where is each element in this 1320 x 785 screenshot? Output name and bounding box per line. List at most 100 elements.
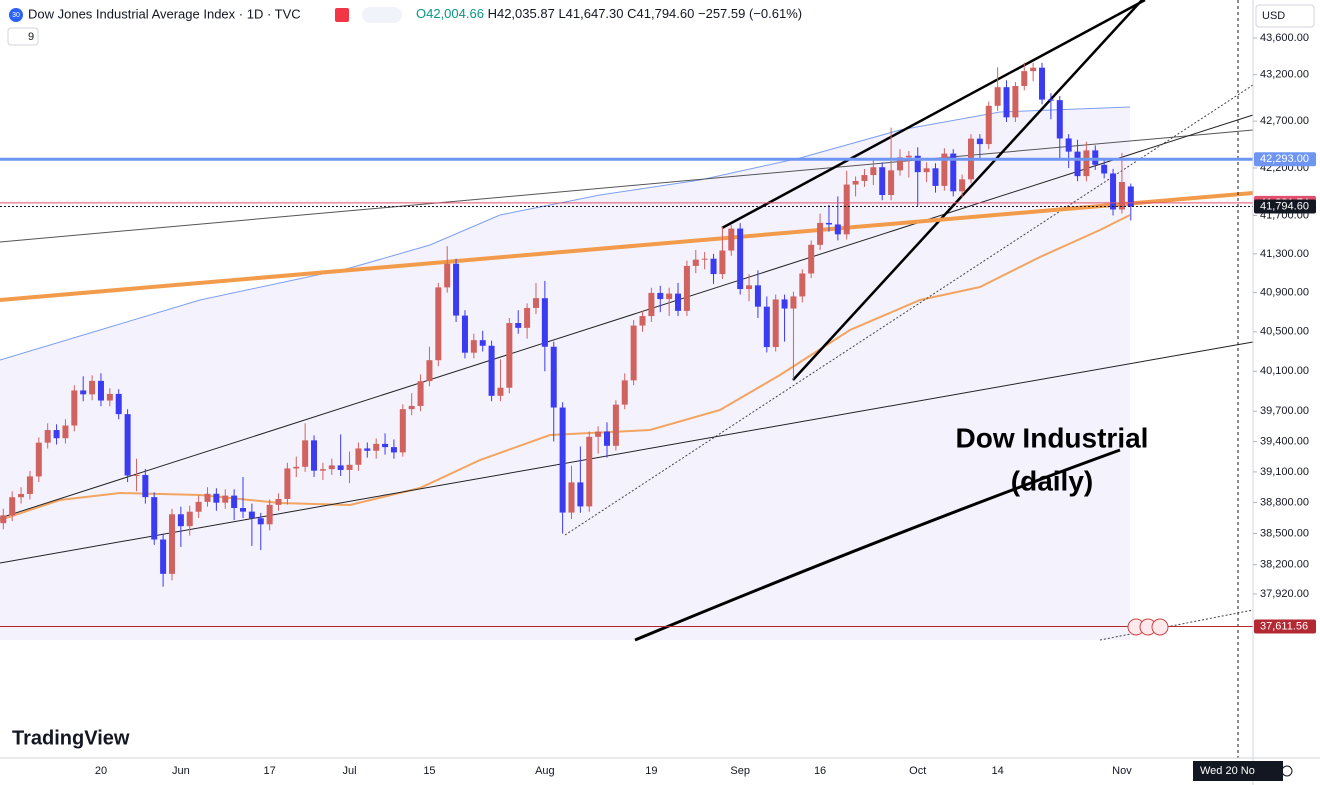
y-tick-label: 40,900.00 bbox=[1260, 287, 1309, 299]
candle-body bbox=[186, 511, 193, 527]
candle-body bbox=[515, 323, 522, 328]
candle-body bbox=[106, 393, 113, 401]
flag[interactable] bbox=[335, 8, 349, 22]
candle-body bbox=[302, 440, 309, 467]
y-tick-label: 40,100.00 bbox=[1260, 365, 1309, 377]
candle-body bbox=[390, 447, 397, 453]
candle-body bbox=[133, 474, 140, 476]
indicators-toggle[interactable] bbox=[7, 27, 39, 46]
candle-body bbox=[604, 431, 611, 446]
ohlc-open: O42,004.66 bbox=[416, 6, 484, 21]
candle-body bbox=[861, 175, 868, 181]
candle-body bbox=[222, 495, 229, 503]
candle-body bbox=[950, 153, 957, 192]
candle-body bbox=[790, 296, 797, 309]
candle-body bbox=[746, 285, 753, 290]
x-tick-label: 15 bbox=[423, 765, 435, 777]
candle-body bbox=[240, 508, 247, 512]
candles bbox=[0, 62, 1253, 627]
candle-body bbox=[195, 501, 202, 512]
candle-body bbox=[346, 464, 353, 470]
candle-body bbox=[248, 511, 255, 519]
candle-body bbox=[497, 387, 504, 396]
candle-body bbox=[825, 222, 832, 225]
candle-body bbox=[417, 381, 424, 406]
x-tick-label: 16 bbox=[814, 765, 826, 777]
candle-body bbox=[213, 493, 220, 503]
candle-body bbox=[115, 393, 122, 415]
candle-body bbox=[648, 292, 655, 317]
candle-body bbox=[311, 440, 318, 471]
candle-body bbox=[959, 179, 966, 192]
candle-body bbox=[799, 273, 806, 297]
candle-body bbox=[373, 443, 380, 451]
candle-body bbox=[710, 258, 717, 275]
candle-body bbox=[506, 323, 513, 388]
candle-body bbox=[675, 293, 682, 311]
candle-body bbox=[177, 514, 184, 527]
candle-body bbox=[719, 250, 726, 275]
currency-btn[interactable] bbox=[1255, 4, 1315, 28]
candle-body bbox=[1118, 181, 1125, 210]
price-label: 37,611.56 bbox=[1260, 620, 1308, 632]
candle-body bbox=[53, 430, 60, 439]
candle-body bbox=[9, 497, 16, 516]
candle-body bbox=[257, 518, 264, 525]
candle-body bbox=[151, 497, 158, 540]
candle-body bbox=[657, 292, 664, 300]
candle-body bbox=[1074, 151, 1081, 177]
candle-body bbox=[124, 414, 131, 476]
y-tick-label: 38,500.00 bbox=[1260, 527, 1309, 539]
candle-body bbox=[737, 228, 744, 290]
arrow-line bbox=[634, 448, 1121, 642]
candle-body bbox=[35, 442, 42, 477]
crosshair-label: Wed 20 No bbox=[1200, 765, 1255, 777]
orange-trend bbox=[0, 191, 1254, 302]
candle-body bbox=[142, 474, 149, 498]
y-tick-label: 40,500.00 bbox=[1260, 326, 1309, 338]
candle-body bbox=[586, 436, 593, 507]
brand: TradingView bbox=[12, 727, 130, 749]
symbol-title: Dow Jones Industrial Average Index · 1D … bbox=[28, 6, 301, 21]
candle-body bbox=[1056, 100, 1063, 139]
ohlc-change: −257.59 (−0.61%) bbox=[698, 6, 802, 21]
candle-body bbox=[1065, 138, 1072, 152]
x-tick-label: Sep bbox=[730, 765, 750, 777]
candle-body bbox=[763, 306, 770, 348]
candle-body bbox=[896, 157, 903, 171]
compare-btn[interactable] bbox=[362, 7, 402, 23]
candle-body bbox=[994, 87, 1001, 106]
x-tick-label: 17 bbox=[264, 765, 276, 777]
candle-body bbox=[568, 482, 575, 513]
candle-body bbox=[870, 167, 877, 176]
x-tick-label: Nov bbox=[1112, 765, 1132, 777]
candle-body bbox=[524, 307, 531, 328]
candle-body bbox=[1012, 85, 1019, 118]
price-label-box bbox=[1254, 619, 1316, 634]
time-axis-bg bbox=[0, 758, 1320, 785]
candle-body bbox=[160, 539, 167, 574]
candle-body bbox=[1030, 67, 1037, 72]
wedge-line bbox=[792, 0, 1143, 381]
candle-body bbox=[683, 265, 690, 311]
candle-body bbox=[408, 405, 415, 410]
candle-body bbox=[337, 465, 344, 470]
x-tick-label: Aug bbox=[535, 765, 555, 777]
candle-body bbox=[985, 105, 992, 145]
candle-body bbox=[781, 299, 788, 309]
x-tick-label: Oct bbox=[909, 765, 926, 777]
currency: USD bbox=[1262, 10, 1285, 22]
x-tick-label: 19 bbox=[645, 765, 657, 777]
symbol-badge bbox=[9, 8, 23, 22]
event-icon bbox=[1151, 618, 1169, 636]
x-tick-label: 20 bbox=[95, 765, 107, 777]
ohlc-high: H42,035.87 bbox=[488, 6, 555, 21]
candle-body bbox=[435, 287, 442, 361]
candle-body bbox=[62, 425, 69, 439]
candle-body bbox=[231, 495, 238, 509]
indicator-count: 9 bbox=[28, 31, 34, 43]
candle-body bbox=[18, 493, 25, 498]
candle-body bbox=[532, 298, 539, 308]
price-axis-bg bbox=[1253, 0, 1320, 785]
